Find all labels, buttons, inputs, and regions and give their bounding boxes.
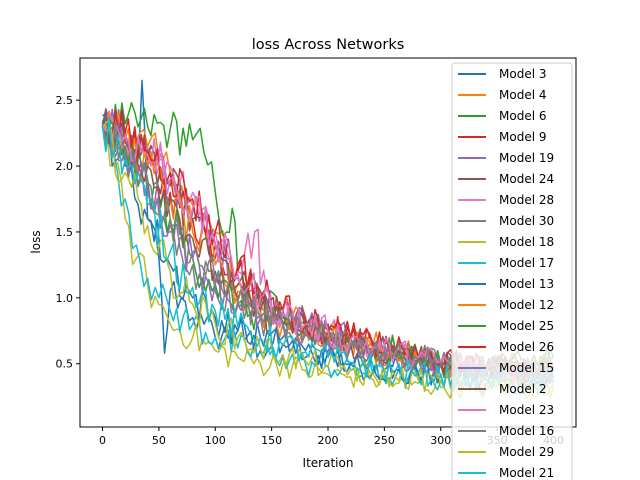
chart-title: loss Across Networks [252, 37, 405, 53]
y-tick-label: 1.0 [56, 292, 74, 305]
y-axis-ticks: 0.5 1.0 1.5 2.0 2.5 [56, 94, 80, 371]
legend-label: Model 29 [499, 445, 554, 459]
y-tick-label: 1.5 [56, 226, 74, 239]
legend-box [451, 62, 573, 480]
legend-label: Model 30 [499, 214, 554, 228]
x-tick-label: 100 [205, 434, 226, 447]
legend-label: Model 15 [499, 361, 554, 375]
legend: Model 3 Model 4 Model 6 Model 9 Model 19 Mode… [451, 62, 573, 480]
legend-label: Model 9 [499, 130, 546, 144]
y-axis-label: loss [29, 230, 43, 253]
x-tick-label: 250 [374, 434, 395, 447]
legend-label: Model 16 [499, 424, 554, 438]
legend-label: Model 25 [499, 319, 554, 333]
legend-label: Model 13 [499, 277, 554, 291]
legend-label: Model 19 [499, 151, 554, 165]
y-tick-label: 2.0 [56, 160, 74, 173]
y-tick-label: 0.5 [56, 358, 74, 371]
x-axis-label: Iteration [303, 456, 354, 470]
legend-label: Model 21 [499, 466, 554, 480]
legend-label: Model 3 [499, 67, 546, 81]
x-tick-label: 300 [430, 434, 451, 447]
y-tick-label: 2.5 [56, 94, 74, 107]
legend-label: Model 26 [499, 340, 554, 354]
legend-label: Model 17 [499, 256, 554, 270]
legend-label: Model 4 [499, 88, 546, 102]
x-tick-label: 50 [152, 434, 166, 447]
legend-label: Model 23 [499, 403, 554, 417]
x-tick-label: 150 [261, 434, 282, 447]
x-tick-label: 0 [99, 434, 106, 447]
legend-label: Model 6 [499, 109, 546, 123]
legend-label: Model 2 [499, 382, 546, 396]
legend-label: Model 18 [499, 235, 554, 249]
x-tick-label: 200 [318, 434, 339, 447]
legend-label: Model 24 [499, 172, 554, 186]
legend-label: Model 28 [499, 193, 554, 207]
legend-label: Model 12 [499, 298, 554, 312]
